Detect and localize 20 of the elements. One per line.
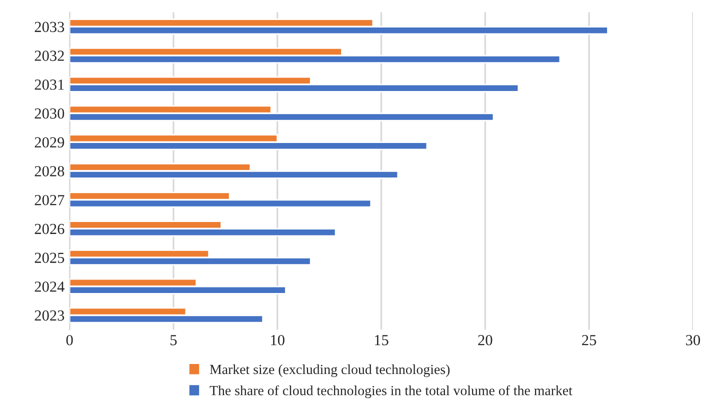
x-tick-label: 30 bbox=[686, 334, 700, 346]
y-tick-label: 2031 bbox=[34, 80, 64, 90]
y-tick-label: 2028 bbox=[34, 166, 64, 176]
y-tick-label: 2030 bbox=[34, 108, 64, 119]
x-tick-label: 5 bbox=[170, 335, 177, 346]
y-tick-label: 2023 bbox=[34, 310, 64, 321]
y-tick-label: 2032 bbox=[34, 50, 64, 61]
y-tick-label: 2029 bbox=[34, 137, 64, 148]
legend-label: The share of cloud technologies in the total volume of the market bbox=[210, 385, 572, 398]
legend-label: Market size (excluding cloud technologies) bbox=[210, 364, 450, 378]
x-tick-label: 0 bbox=[66, 334, 73, 346]
x-tick-label: 15 bbox=[374, 335, 388, 346]
y-tick-label: 2024 bbox=[34, 282, 64, 292]
y-tick-label: 2026 bbox=[34, 224, 64, 234]
x-tick-label: 25 bbox=[582, 335, 596, 346]
y-tick-label: 2033 bbox=[34, 22, 64, 32]
x-tick-label: 20 bbox=[478, 334, 492, 346]
y-tick-label: 2027 bbox=[34, 194, 64, 206]
x-tick-label: 10 bbox=[271, 334, 284, 346]
y-tick-label: 2025 bbox=[34, 252, 64, 263]
